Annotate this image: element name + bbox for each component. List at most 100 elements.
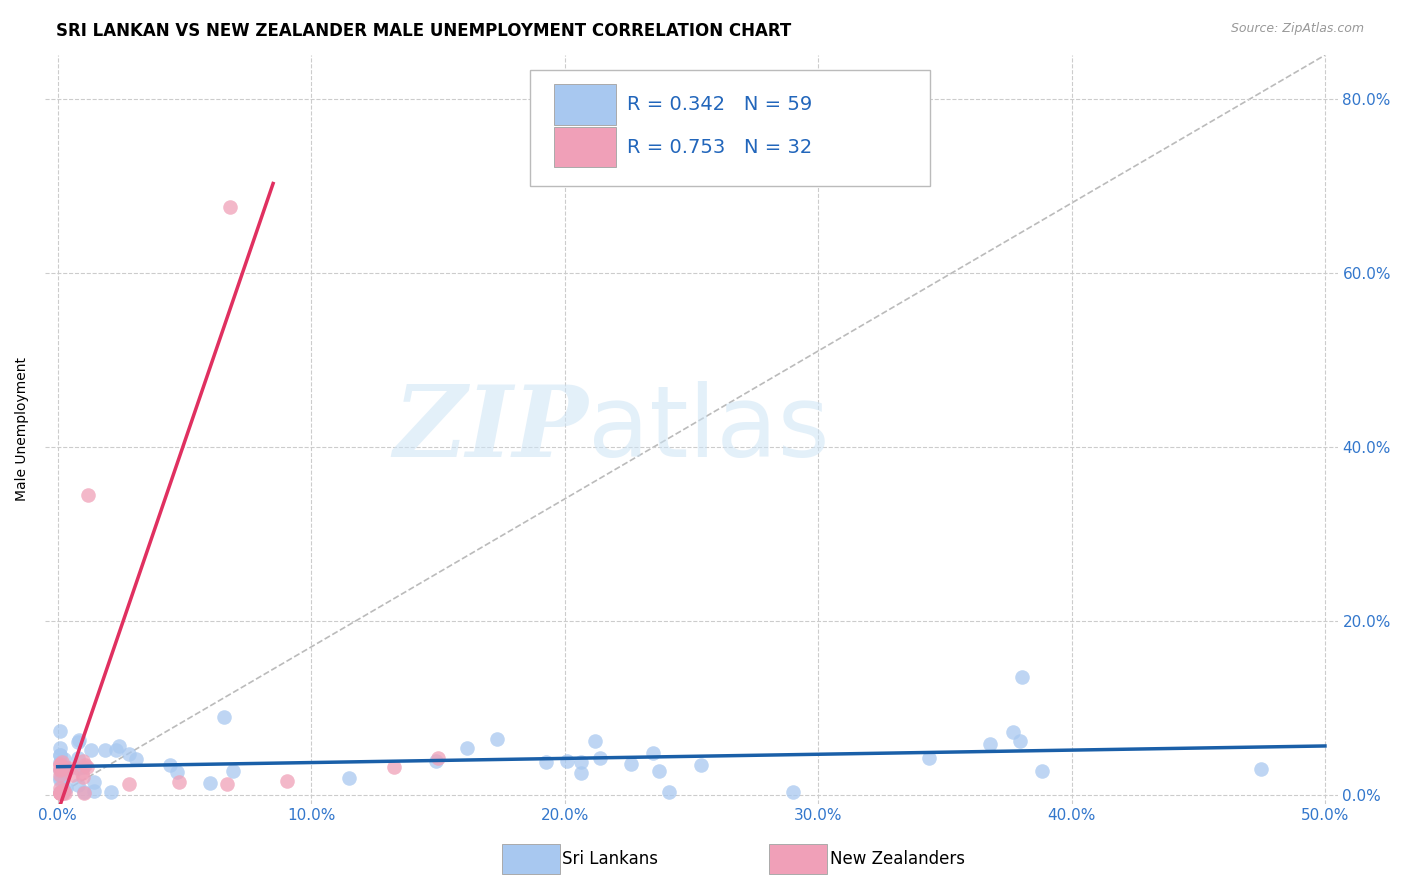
Point — [215, 777, 238, 791]
Text: R = 0.342   N = 59: R = 0.342 N = 59 — [627, 95, 811, 114]
Point — [49, 757, 72, 772]
Point — [52, 782, 75, 797]
Point — [49, 757, 72, 772]
Y-axis label: Male Unemployment: Male Unemployment — [15, 358, 30, 501]
Point — [166, 765, 188, 780]
Point — [485, 731, 508, 746]
Point — [118, 777, 141, 791]
Point — [49, 755, 72, 769]
Point — [49, 786, 72, 800]
Point — [648, 764, 671, 779]
Point — [80, 742, 103, 756]
Point — [53, 760, 76, 774]
Point — [49, 773, 72, 788]
Point — [1031, 764, 1053, 778]
Point — [583, 733, 606, 747]
Point — [425, 754, 447, 768]
Point — [782, 785, 804, 799]
FancyBboxPatch shape — [554, 85, 616, 125]
Point — [619, 756, 641, 771]
Point — [49, 786, 72, 800]
Point — [49, 747, 72, 762]
Point — [66, 778, 89, 792]
Point — [108, 739, 131, 754]
Point — [49, 781, 72, 796]
FancyBboxPatch shape — [530, 70, 931, 186]
Point — [222, 764, 245, 778]
Point — [1002, 725, 1025, 739]
Point — [76, 760, 98, 774]
Point — [534, 755, 557, 769]
Point — [83, 774, 105, 789]
Text: SRI LANKAN VS NEW ZEALANDER MALE UNEMPLOYMENT CORRELATION CHART: SRI LANKAN VS NEW ZEALANDER MALE UNEMPLO… — [56, 22, 792, 40]
Point — [77, 488, 100, 502]
Point — [53, 786, 76, 800]
Point — [67, 733, 90, 747]
Point — [60, 768, 83, 782]
Point — [49, 741, 72, 756]
Point — [1250, 762, 1272, 776]
Point — [72, 771, 94, 785]
Point — [73, 785, 96, 799]
Point — [49, 771, 72, 785]
Point — [49, 786, 72, 800]
Point — [555, 754, 578, 768]
Text: Sri Lankans: Sri Lankans — [562, 850, 658, 868]
Point — [167, 774, 190, 789]
Point — [49, 786, 72, 800]
Point — [658, 785, 681, 799]
Point — [382, 760, 405, 774]
Point — [49, 763, 72, 777]
Point — [641, 746, 664, 760]
Text: Source: ZipAtlas.com: Source: ZipAtlas.com — [1230, 22, 1364, 36]
Text: atlas: atlas — [588, 381, 830, 478]
Point — [219, 201, 242, 215]
Point — [49, 747, 72, 762]
Point — [337, 771, 360, 785]
Point — [124, 752, 146, 766]
Point — [83, 783, 105, 797]
Point — [118, 747, 141, 761]
Text: New Zealanders: New Zealanders — [830, 850, 965, 868]
Point — [51, 755, 73, 769]
Point — [72, 759, 94, 773]
Point — [70, 766, 93, 780]
Text: R = 0.753   N = 32: R = 0.753 N = 32 — [627, 137, 811, 157]
Point — [49, 785, 72, 799]
Point — [55, 781, 77, 796]
Point — [159, 758, 181, 772]
Point — [67, 735, 90, 749]
Point — [53, 765, 76, 780]
Point — [979, 737, 1001, 751]
Point — [52, 786, 75, 800]
Point — [1011, 670, 1033, 684]
Point — [49, 764, 72, 778]
Point — [212, 710, 235, 724]
Point — [51, 786, 73, 800]
Point — [52, 783, 75, 797]
Point — [66, 761, 89, 775]
Point — [49, 768, 72, 782]
Point — [52, 752, 75, 766]
Point — [276, 774, 298, 789]
Point — [100, 785, 122, 799]
Point — [94, 742, 117, 756]
Point — [49, 763, 72, 777]
Point — [569, 765, 592, 780]
Point — [49, 723, 72, 738]
Point — [690, 758, 713, 772]
Point — [571, 755, 593, 769]
FancyBboxPatch shape — [554, 127, 616, 168]
Point — [72, 755, 94, 769]
Point — [58, 760, 80, 774]
Point — [456, 740, 478, 755]
Point — [104, 743, 127, 757]
Point — [73, 786, 96, 800]
Point — [75, 757, 97, 772]
Text: ZIP: ZIP — [392, 381, 588, 477]
Point — [51, 762, 73, 776]
Point — [66, 751, 89, 765]
Point — [426, 751, 449, 765]
Point — [589, 751, 612, 765]
Point — [198, 776, 221, 790]
